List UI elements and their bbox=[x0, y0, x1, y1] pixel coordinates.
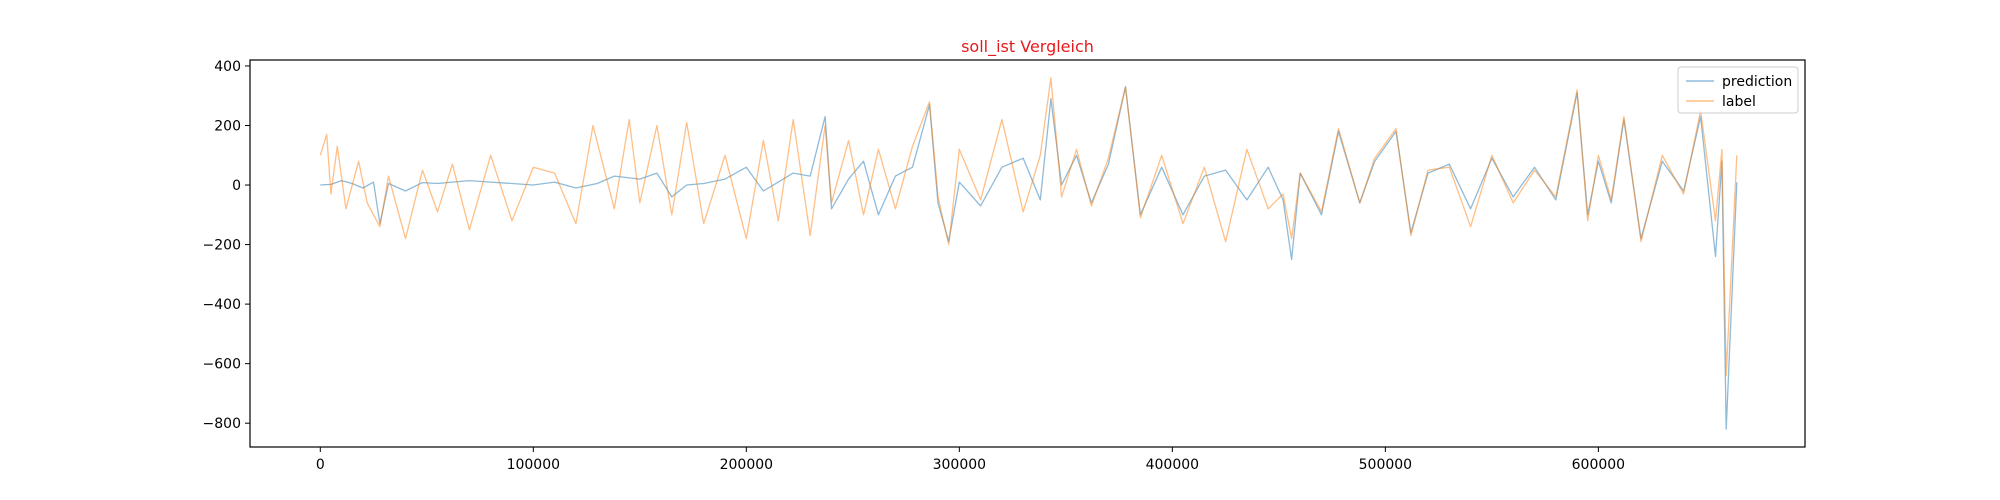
chart-title: soll_ist Vergleich bbox=[961, 37, 1094, 57]
y-tick-label: −800 bbox=[203, 416, 241, 432]
series-line-prediction bbox=[320, 86, 1738, 430]
x-tick-label: 100000 bbox=[507, 457, 560, 473]
series-layer bbox=[319, 77, 1738, 430]
y-tick-label: 400 bbox=[214, 59, 241, 75]
x-tick-label: 300000 bbox=[933, 457, 986, 473]
legend: prediction label bbox=[1677, 66, 1799, 114]
y-tick-label: −600 bbox=[203, 357, 241, 373]
legend-label-label: label bbox=[1722, 94, 1756, 110]
y-tick-label: 200 bbox=[214, 118, 241, 134]
x-tick-label: 600000 bbox=[1572, 457, 1625, 473]
y-axis: 400 200 0 −200 −400 −600 −800 bbox=[203, 59, 250, 432]
y-tick-label: 0 bbox=[232, 178, 241, 194]
y-tick-label: −200 bbox=[203, 238, 241, 254]
x-tick-label: 0 bbox=[316, 457, 325, 473]
plot-area bbox=[249, 59, 1806, 448]
series-line-label bbox=[319, 77, 1738, 377]
x-tick-label: 500000 bbox=[1359, 457, 1412, 473]
x-axis: 0 100000 200000 300000 400000 500000 600000 bbox=[316, 447, 1625, 473]
x-tick-label: 400000 bbox=[1146, 457, 1199, 473]
x-tick-label: 200000 bbox=[720, 457, 773, 473]
legend-label-prediction: prediction bbox=[1722, 74, 1792, 90]
y-tick-label: −400 bbox=[203, 297, 241, 313]
